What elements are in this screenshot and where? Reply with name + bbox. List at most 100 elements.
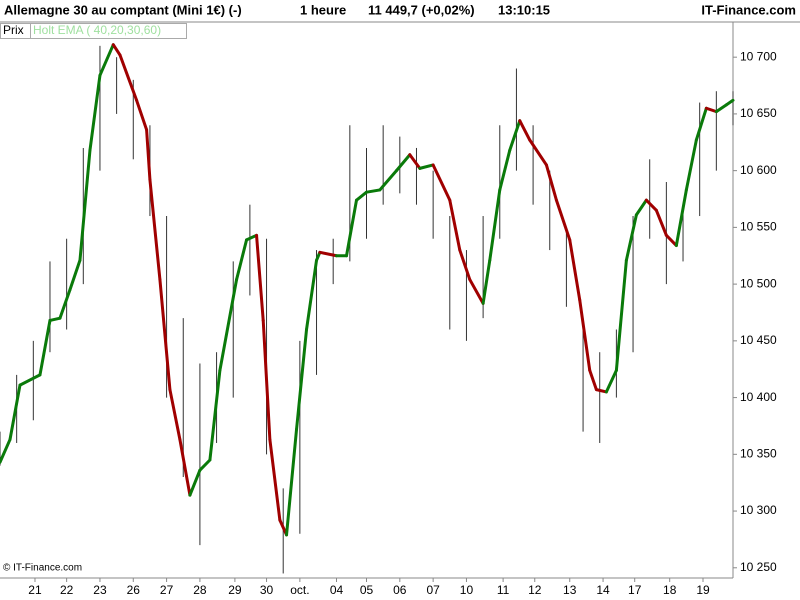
ema-segment [408,153,422,170]
ema-segment [394,153,412,173]
ema-segment [594,388,608,394]
x-tick-label: 30 [260,583,274,597]
x-tick-label: 18 [663,583,677,597]
ema-segment [8,383,22,442]
x-tick-label: 05 [360,583,374,597]
ema-segment [431,163,452,202]
ema-segment [285,427,299,537]
x-tick-label: 06 [393,583,407,597]
x-tick-label: 07 [426,583,440,597]
y-tick-label: 10 250 [740,560,777,574]
site: IT-Finance.com [701,2,796,17]
ema-segment [318,250,339,258]
ema-segment [624,213,638,262]
ema-segment [88,73,102,152]
y-tick-label: 10 700 [740,49,777,63]
ema-segment [135,98,149,132]
quote: 11 449,7 (+0,02%) [368,2,475,17]
x-tick-label: 29 [228,583,242,597]
ema-segment [98,43,115,77]
ema-segment [168,388,182,442]
time: 13:10:15 [498,2,550,17]
ema-segment [148,178,162,282]
ema-segment [694,106,708,142]
x-tick-label: 14 [596,583,610,597]
x-tick-label: 28 [193,583,207,597]
legend-price: Prix [3,23,24,37]
ema-segment [245,233,259,242]
ema-segment [498,148,512,192]
y-tick-label: 10 300 [740,503,777,517]
instrument: Allemagne 30 au comptant (Mini 1€) (-) [4,2,242,17]
ema-segment [268,438,282,522]
ema-segment [684,138,698,192]
ema-segment [158,278,172,392]
y-tick-label: 10 550 [740,220,777,234]
x-tick-label: 27 [160,583,174,597]
ema-segment [365,188,382,194]
x-tick-label: 17 [628,583,642,597]
y-tick-label: 10 400 [740,390,777,404]
x-tick-label: 12 [528,583,542,597]
ema-segment [568,238,582,302]
ema-segment [378,169,398,192]
x-tick-label: 22 [60,583,74,597]
legend-box [30,23,187,39]
ema-segment [355,190,368,202]
ema-segment [118,53,139,102]
ema-segment [178,438,192,497]
ema-segment [295,328,309,431]
ema-segment [588,368,598,392]
ema-segment [544,163,558,202]
ema-segment [674,188,688,248]
ema-segment [634,198,648,217]
y-tick-label: 10 450 [740,333,777,347]
ema-segment [145,128,152,182]
ema-segment [261,318,272,442]
ema-segment [208,368,222,462]
ema-segment [235,238,249,282]
ema-segment [58,288,72,320]
x-tick-label: oct. [290,583,309,597]
y-tick-label: 10 600 [740,163,777,177]
ema-segment [481,258,492,305]
ema-segment [38,318,52,377]
x-tick-label: 26 [127,583,141,597]
ema-segment [48,316,62,322]
ema-segment [614,258,628,372]
x-tick-label: 21 [28,583,42,597]
ema-segment [111,43,122,57]
x-tick-label: 13 [563,583,577,597]
ema-segment [518,119,532,142]
ema-segment [68,258,82,292]
ema-segment [508,119,522,152]
ema-segment [458,248,472,282]
x-tick-label: 11 [497,583,510,597]
x-tick-label: 23 [93,583,107,597]
ema-segment [305,258,319,332]
copyright: © IT-Finance.com [3,563,82,574]
ema-segment [188,468,202,497]
x-tick-label: 04 [330,583,344,597]
ema-segment [198,458,212,472]
ema-segment [468,278,485,305]
legend-indicator: Holt EMA ( 40,20,30,60) [33,23,161,37]
ema-segment [488,188,502,262]
ema-segment [578,298,592,372]
ema-segment [448,198,462,252]
ema-segment [644,198,658,212]
ema-segment [78,148,92,262]
ema-segment [418,163,435,170]
y-tick-label: 10 500 [740,276,777,290]
ema-segment [654,208,668,237]
ema-segment [554,198,572,242]
ema-segment [714,103,728,114]
x-tick-label: 10 [460,583,474,597]
ema-segment [724,98,735,107]
ema-segment [0,438,12,464]
ema-segment [218,278,239,372]
ema-segment [255,233,265,322]
y-tick-label: 10 350 [740,446,777,460]
